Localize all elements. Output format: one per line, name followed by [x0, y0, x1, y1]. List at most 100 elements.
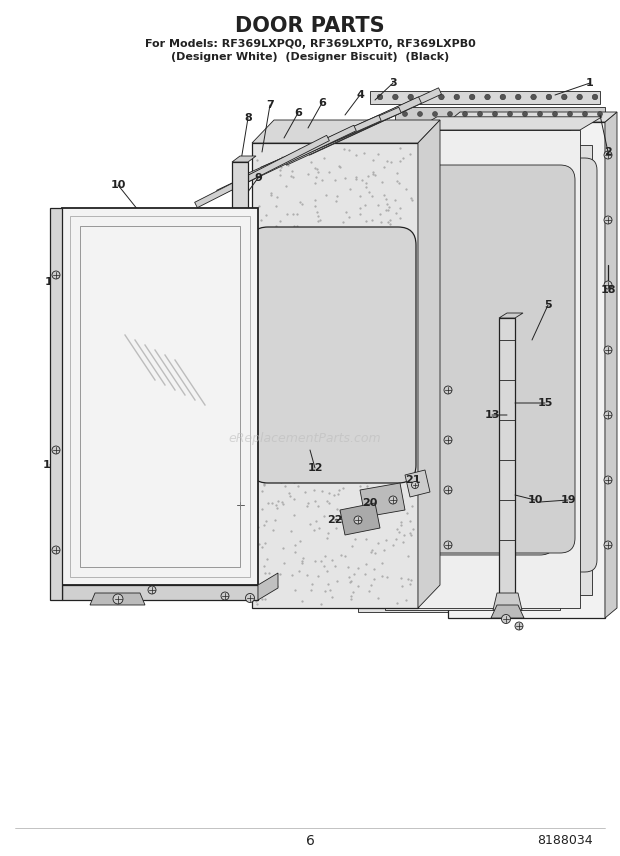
- Polygon shape: [217, 125, 356, 196]
- Circle shape: [604, 216, 612, 224]
- FancyBboxPatch shape: [250, 227, 416, 483]
- Polygon shape: [340, 503, 380, 535]
- Polygon shape: [415, 130, 580, 608]
- Circle shape: [392, 94, 398, 100]
- Polygon shape: [418, 120, 440, 608]
- Text: 19: 19: [560, 495, 576, 505]
- Text: 13: 13: [484, 410, 500, 420]
- Text: 8188034: 8188034: [537, 835, 593, 847]
- Circle shape: [604, 281, 612, 289]
- Circle shape: [577, 94, 582, 100]
- Polygon shape: [232, 156, 256, 162]
- Polygon shape: [405, 470, 430, 497]
- Circle shape: [402, 111, 407, 116]
- Polygon shape: [62, 585, 258, 600]
- Circle shape: [433, 111, 438, 116]
- Text: 12: 12: [44, 277, 60, 287]
- Polygon shape: [491, 605, 524, 618]
- Text: 13: 13: [148, 565, 162, 575]
- Circle shape: [463, 111, 467, 116]
- Circle shape: [562, 94, 567, 100]
- FancyBboxPatch shape: [420, 165, 575, 553]
- Circle shape: [531, 94, 536, 100]
- Circle shape: [444, 386, 452, 394]
- Circle shape: [444, 541, 452, 549]
- Polygon shape: [283, 97, 422, 165]
- Circle shape: [235, 500, 245, 510]
- Polygon shape: [358, 145, 542, 612]
- Circle shape: [583, 111, 588, 116]
- Polygon shape: [415, 116, 602, 130]
- Circle shape: [502, 615, 510, 623]
- Text: 13: 13: [224, 577, 240, 587]
- Text: 19: 19: [217, 345, 233, 355]
- Polygon shape: [385, 137, 560, 610]
- Circle shape: [567, 111, 572, 116]
- Polygon shape: [232, 162, 248, 525]
- Text: 4: 4: [356, 90, 364, 100]
- Circle shape: [546, 94, 552, 100]
- Text: 20: 20: [362, 498, 378, 508]
- Circle shape: [148, 586, 156, 594]
- Text: 13: 13: [42, 460, 58, 470]
- Circle shape: [592, 94, 598, 100]
- Polygon shape: [239, 116, 381, 182]
- Circle shape: [523, 111, 528, 116]
- Text: 9: 9: [254, 173, 262, 183]
- Circle shape: [52, 271, 60, 279]
- FancyBboxPatch shape: [390, 172, 555, 555]
- Polygon shape: [448, 112, 617, 122]
- Circle shape: [408, 94, 414, 100]
- Text: 6: 6: [306, 834, 314, 848]
- Circle shape: [444, 486, 452, 494]
- Polygon shape: [252, 120, 440, 143]
- Circle shape: [448, 111, 453, 116]
- Text: 6: 6: [318, 98, 326, 108]
- Text: 10: 10: [110, 180, 126, 190]
- Circle shape: [469, 94, 475, 100]
- Text: 18: 18: [600, 285, 616, 295]
- Circle shape: [538, 111, 542, 116]
- Text: 6: 6: [294, 108, 302, 118]
- Polygon shape: [261, 107, 401, 173]
- Polygon shape: [62, 208, 258, 585]
- Circle shape: [438, 94, 444, 100]
- Text: DOOR PARTS: DOOR PARTS: [235, 16, 385, 36]
- Circle shape: [515, 622, 523, 630]
- Polygon shape: [395, 107, 605, 122]
- Text: 21: 21: [405, 475, 421, 485]
- Text: 8: 8: [244, 113, 252, 123]
- Circle shape: [515, 94, 521, 100]
- Polygon shape: [499, 318, 515, 600]
- Circle shape: [412, 481, 418, 489]
- Circle shape: [377, 94, 383, 100]
- Circle shape: [444, 436, 452, 444]
- FancyBboxPatch shape: [363, 180, 537, 557]
- Polygon shape: [448, 122, 605, 618]
- Polygon shape: [360, 483, 405, 517]
- Polygon shape: [598, 113, 610, 122]
- Circle shape: [113, 594, 123, 604]
- Polygon shape: [385, 130, 571, 137]
- Circle shape: [246, 593, 254, 603]
- Polygon shape: [252, 143, 418, 608]
- Text: (Designer White)  (Designer Biscuit)  (Black): (Designer White) (Designer Biscuit) (Bla…: [171, 52, 449, 62]
- Text: 7: 7: [266, 100, 274, 110]
- Circle shape: [477, 111, 482, 116]
- Circle shape: [500, 94, 506, 100]
- Circle shape: [221, 592, 229, 600]
- Circle shape: [604, 476, 612, 484]
- Polygon shape: [605, 112, 617, 618]
- Text: 2: 2: [604, 147, 612, 157]
- Text: 14: 14: [130, 540, 146, 550]
- Text: 22: 22: [327, 515, 343, 525]
- Circle shape: [508, 111, 513, 116]
- Polygon shape: [370, 91, 600, 104]
- Circle shape: [604, 151, 612, 159]
- Circle shape: [354, 516, 362, 524]
- Polygon shape: [493, 593, 522, 610]
- Circle shape: [423, 94, 429, 100]
- Text: 11: 11: [73, 220, 88, 230]
- Text: For Models: RF369LXPQ0, RF369LXPT0, RF369LXPB0: For Models: RF369LXPQ0, RF369LXPT0, RF36…: [144, 39, 476, 49]
- Circle shape: [604, 541, 612, 549]
